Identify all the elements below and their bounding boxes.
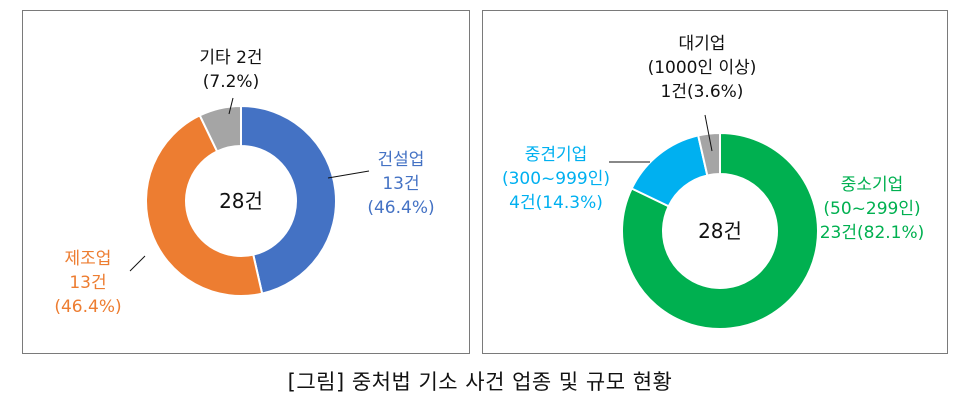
leader-line-industry-0 <box>327 170 370 179</box>
center-label-industry: 28건 <box>219 189 263 213</box>
leader-line-industry-2 <box>228 97 234 115</box>
donut-slice-size-2 <box>696 131 721 177</box>
slice-label-industry-0: 건설업 13건 (46.4%) <box>367 150 434 218</box>
slice-label-size-2: 대기업 (1000인 이상) 1건(3.6%) <box>648 34 757 102</box>
slice-label-industry-1: 제조업 13건 (46.4%) <box>54 249 121 317</box>
donut-chart-industry: 28건 건설업 13건 (46.4%) 제조업 13건 (46.4%) 기타 2건 (7.2%) <box>54 48 434 317</box>
donut-slice-industry-2 <box>198 104 242 153</box>
figure-caption: [그림] 중처법 기소 사건 업종 및 규모 현황 <box>287 370 673 394</box>
slice-label-industry-2: 기타 2건 (7.2%) <box>199 48 262 92</box>
slice-label-size-1: 중견기업 (300~999인) 4건(14.3%) <box>502 145 610 213</box>
donut-chart-size: 28건 중소기업 (50~299인) 23건(82.1%) 중견기업 (300~999인)… <box>502 34 925 330</box>
donut-slice-industry-1 <box>145 114 264 297</box>
slice-label-size-0: 중소기업 (50~299인) 23건(82.1%) <box>820 175 925 243</box>
leader-line-industry-1 <box>129 255 146 272</box>
donut-slice-size-0 <box>621 131 819 330</box>
chart-panel-size: 28건 중소기업 (50~299인) 23건(82.1%) 중견기업 (300~999인)… <box>482 10 948 354</box>
center-label-size: 28건 <box>698 219 742 243</box>
leader-line-size-2 <box>704 114 713 152</box>
donut-slice-industry-0 <box>240 104 337 295</box>
chart-panel-industry: 28건 건설업 13건 (46.4%) 제조업 13건 (46.4%) 기타 2건 (7.2%) <box>22 10 470 354</box>
